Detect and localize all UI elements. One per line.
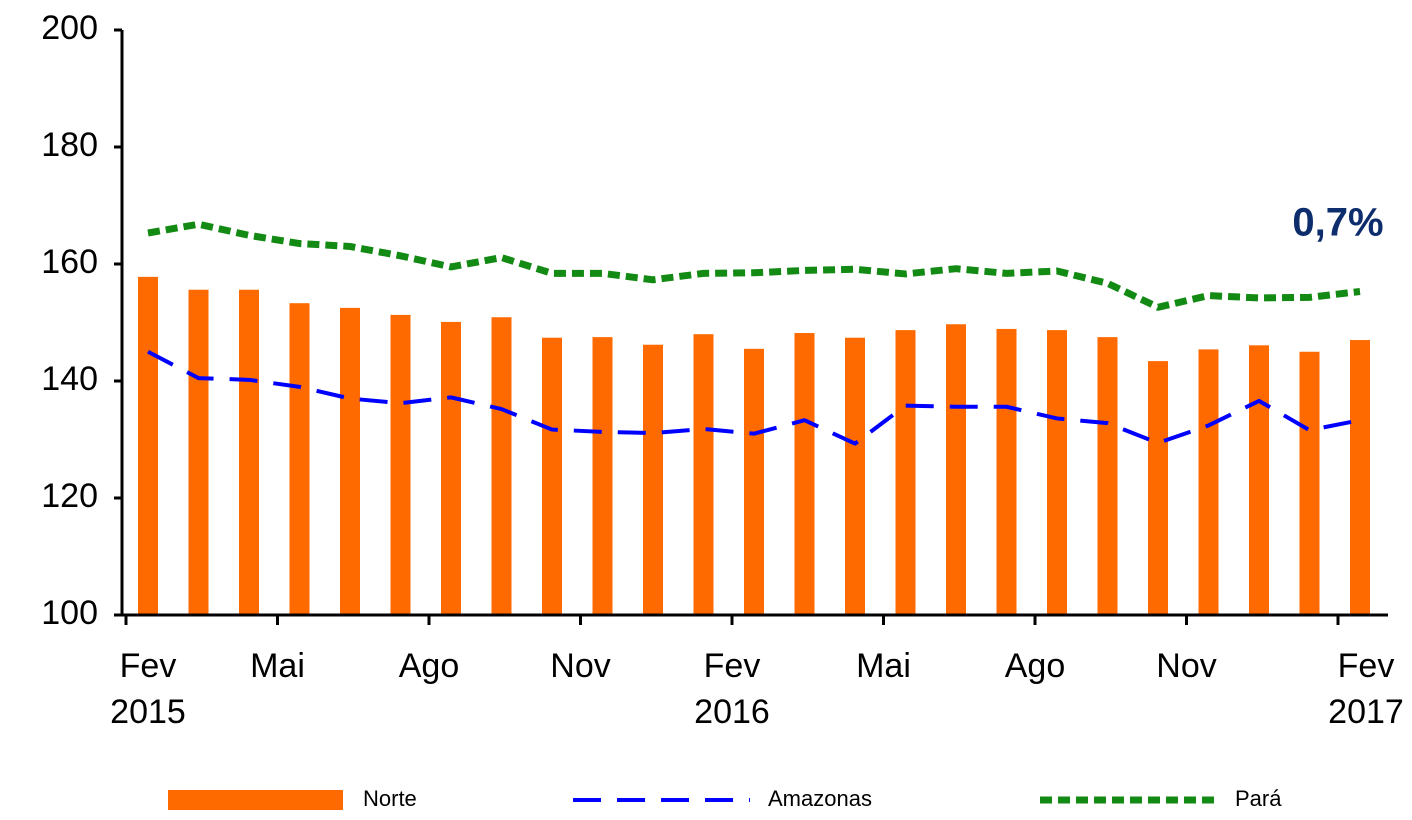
legend-label: Amazonas [768,786,872,811]
x-tick-label: Mai [856,647,911,685]
bar [340,307,360,615]
x-tick-label: Nov [550,647,610,685]
legend-label: Pará [1235,786,1282,811]
bar [744,348,764,615]
bar [239,289,259,615]
x-tick-label: Fev 2015 [110,647,186,731]
y-tick-label: 140 [41,360,98,398]
x-tick-label: Ago [1005,647,1066,685]
bar [1299,351,1320,615]
bar [1097,337,1118,615]
bar [643,344,663,615]
bar [1148,361,1168,615]
bar [289,303,310,615]
x-tick-label: Ago [399,647,460,685]
bar [390,314,411,615]
x-tick-label: Fev 2016 [694,647,770,731]
x-tick-label: Fev 2017 [1328,647,1404,731]
bar [1249,345,1269,615]
legend-label: Norte [363,786,417,811]
bar [895,330,916,615]
y-tick-label: 200 [41,9,98,47]
bar [693,334,714,615]
bar [491,317,512,615]
annotation: 0,7% [1292,201,1383,245]
bar [946,324,966,615]
bar [592,337,613,615]
bar [441,321,461,615]
x-tick-label: Mai [250,647,305,685]
bar [996,328,1017,615]
bar [542,337,562,615]
bar [1350,340,1370,615]
y-tick-label: 100 [41,594,98,632]
bar [188,289,209,615]
line [147,349,1361,446]
bar [1198,349,1219,615]
bar [138,276,158,615]
y-tick-label: 180 [41,126,98,164]
y-tick-label: 160 [41,243,98,281]
bar [794,333,815,615]
x-tick-label: Nov [1156,647,1216,685]
line [147,220,1361,311]
bar [845,337,865,615]
bar [1047,330,1067,615]
legend-swatch [168,790,343,810]
y-tick-label: 120 [41,477,98,515]
